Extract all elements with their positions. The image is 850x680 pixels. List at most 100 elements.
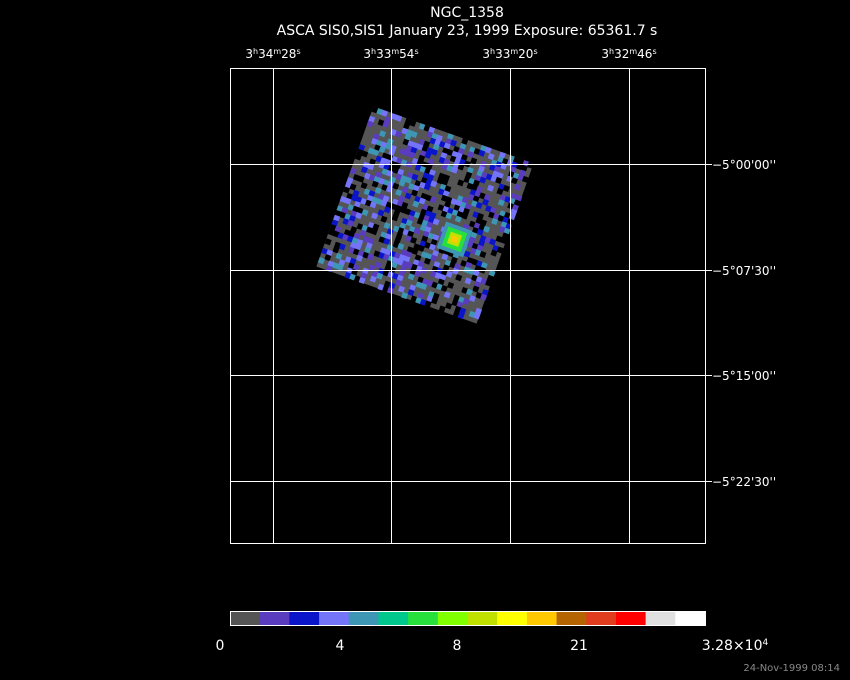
pixel — [385, 143, 393, 151]
pixel — [426, 279, 434, 287]
pixel — [457, 296, 465, 304]
pixel — [432, 218, 440, 226]
pixel — [387, 181, 395, 189]
ra-unit: s — [533, 47, 537, 56]
pixel — [372, 133, 380, 141]
pixel — [424, 226, 432, 234]
pixel — [504, 196, 512, 204]
pixel — [404, 118, 412, 126]
pixel — [342, 233, 350, 241]
pixel — [432, 292, 440, 300]
pixel — [402, 138, 410, 146]
pixel — [449, 261, 457, 269]
pixel — [368, 115, 376, 123]
pixel — [336, 263, 344, 271]
pixel — [467, 193, 475, 201]
pixel — [451, 166, 459, 174]
pixel — [378, 146, 386, 154]
pixel — [396, 274, 404, 282]
pixel — [472, 269, 480, 277]
pixel — [446, 133, 454, 141]
pixel — [342, 218, 350, 226]
pixel — [429, 196, 437, 204]
pixel — [435, 134, 443, 142]
pixel — [438, 156, 446, 164]
pixel — [449, 139, 458, 147]
pixel — [339, 211, 347, 219]
pixel — [436, 177, 444, 185]
pixel — [369, 201, 377, 209]
pixel — [456, 301, 464, 309]
pixel — [407, 273, 415, 281]
pixel — [370, 138, 378, 146]
pixel — [411, 157, 419, 165]
pixel — [361, 224, 369, 232]
pixel — [424, 300, 432, 308]
ra-value: 46 — [637, 47, 652, 61]
pixel — [419, 150, 427, 158]
pixel — [512, 172, 520, 180]
pixel — [357, 175, 365, 183]
pixel — [456, 195, 464, 203]
pixel — [413, 227, 421, 235]
pixel — [475, 217, 483, 225]
colorbar-max-label: 3.28×104 — [702, 638, 769, 654]
pixel — [479, 235, 487, 243]
pixel — [484, 236, 492, 244]
pixel — [470, 200, 478, 208]
pixel — [371, 196, 379, 204]
pixel — [415, 297, 423, 305]
pixel — [424, 241, 432, 249]
pixel — [400, 174, 408, 183]
pixel — [395, 173, 403, 181]
pixel — [453, 146, 461, 154]
pixel — [489, 206, 497, 214]
pixel — [392, 182, 400, 190]
pixel — [437, 188, 445, 196]
pixel — [387, 271, 395, 279]
pixel — [411, 263, 419, 271]
pixel — [426, 295, 434, 303]
colorbar-segment — [289, 611, 320, 625]
pixel — [430, 238, 438, 246]
ra-value: 3 — [363, 47, 371, 61]
pixel — [498, 183, 506, 191]
pixel — [440, 210, 448, 218]
dec-label: −5°07'30'' — [712, 264, 776, 278]
pixel — [363, 172, 371, 180]
pixel — [457, 179, 465, 187]
ra-value: 3 — [482, 47, 490, 61]
pixel — [440, 152, 448, 160]
pixel — [420, 282, 428, 290]
pixel — [491, 217, 499, 225]
pixel — [397, 227, 405, 235]
pixel — [347, 219, 355, 227]
colorbar-segment — [556, 611, 587, 625]
pixel — [425, 194, 433, 202]
pixel — [361, 209, 369, 217]
pixel — [438, 305, 446, 313]
pixel — [348, 246, 356, 254]
pixel — [411, 142, 420, 150]
pixel — [464, 277, 472, 285]
ra-unit: s — [414, 47, 418, 56]
pixel — [417, 244, 425, 252]
pixel — [468, 146, 476, 154]
pixel — [499, 194, 507, 202]
pixel — [447, 207, 455, 215]
pixel — [356, 238, 364, 246]
pixel — [450, 198, 458, 206]
pixel — [391, 198, 399, 206]
pixel — [373, 250, 381, 258]
pixel — [434, 139, 442, 147]
pixel — [502, 216, 510, 224]
pixel — [382, 285, 390, 293]
pixel — [481, 288, 489, 296]
pixel — [338, 259, 346, 267]
pixel — [451, 150, 459, 158]
pixel — [431, 265, 439, 273]
pixel — [424, 167, 432, 175]
pixel — [497, 214, 505, 222]
pixel — [472, 285, 480, 293]
colorbar-segment — [615, 611, 647, 625]
